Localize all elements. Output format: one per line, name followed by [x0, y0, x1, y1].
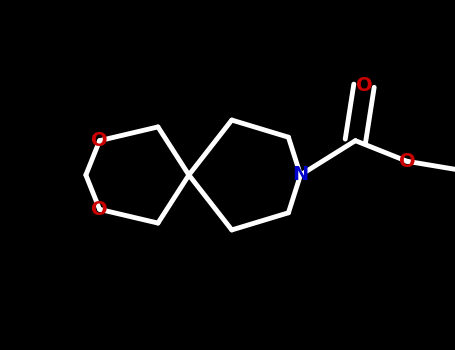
Text: N: N [293, 166, 308, 184]
Text: O: O [399, 152, 415, 171]
Text: O: O [91, 200, 108, 219]
Text: O: O [91, 131, 108, 150]
Text: O: O [356, 76, 372, 95]
